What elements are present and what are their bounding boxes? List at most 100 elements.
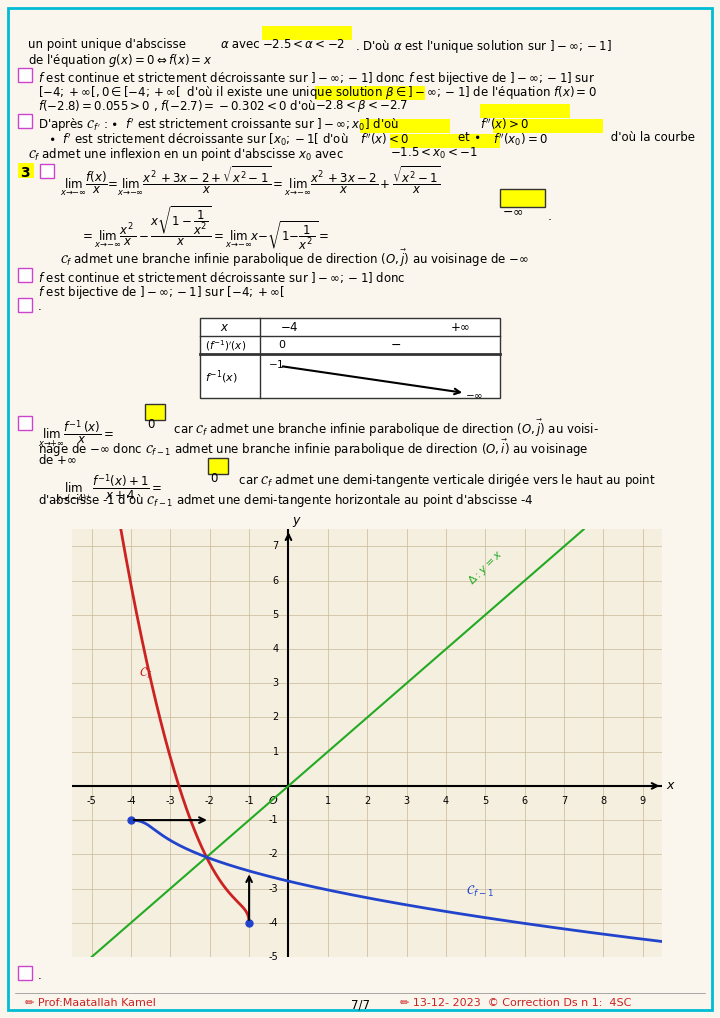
- Text: 4: 4: [443, 796, 449, 806]
- Text: .: .: [38, 969, 42, 982]
- Text: .: .: [38, 300, 42, 313]
- Text: 3: 3: [403, 796, 410, 806]
- Text: un point unique d'abscisse: un point unique d'abscisse: [28, 38, 190, 51]
- Text: $0$: $0$: [278, 338, 287, 350]
- Text: -2: -2: [269, 849, 279, 859]
- Text: $\mathcal{C}_{f-1}$: $\mathcal{C}_{f-1}$: [466, 885, 493, 900]
- Text: 3: 3: [272, 678, 279, 688]
- Bar: [18, 114, 32, 128]
- Bar: [145, 404, 165, 420]
- Bar: [40, 164, 54, 178]
- Text: -4: -4: [126, 796, 136, 806]
- Bar: [18, 68, 32, 82]
- Text: $\bullet$  $f'$ est strictement décroissante sur $[x_0;-1[$ d'où: $\bullet$ $f'$ est strictement décroissa…: [48, 131, 349, 148]
- Text: $-4$: $-4$: [280, 321, 299, 334]
- Text: -2: -2: [205, 796, 215, 806]
- Text: $O$: $O$: [269, 794, 279, 806]
- Text: 1: 1: [325, 796, 331, 806]
- Text: D'après $\mathcal{C}_{f'}$ : $\bullet$  $f'$ est strictement croissante sur $]-\: D'après $\mathcal{C}_{f'}$ : $\bullet$ $…: [38, 116, 400, 133]
- Text: $\Delta : y=x$: $\Delta : y=x$: [466, 546, 507, 587]
- Text: . D'où $\alpha$ est l'unique solution sur $]-\infty;-1]$: . D'où $\alpha$ est l'unique solution su…: [355, 38, 612, 55]
- Text: $f^{-1}(x)$: $f^{-1}(x)$: [205, 367, 238, 386]
- Text: 5: 5: [272, 610, 279, 620]
- Text: nage de $-\infty$ donc $\mathcal{C}_{f-1}$ admet une branche infinie parabolique: nage de $-\infty$ donc $\mathcal{C}_{f-1…: [38, 438, 588, 459]
- Text: car $\mathcal{C}_f$ admet une branche infinie parabolique de direction $(O, \vec: car $\mathcal{C}_f$ admet une branche in…: [170, 418, 599, 439]
- Bar: [493, 119, 603, 133]
- Text: $f(-2.8)=0.055>0$ , $f(-2.7)=-0.302<0$ d'où: $f(-2.8)=0.055>0$ , $f(-2.7)=-0.302<0$ d…: [38, 98, 317, 113]
- Text: d: d: [21, 419, 30, 432]
- Text: $\mathcal{C}_f$: $\mathcal{C}_f$: [139, 666, 153, 681]
- Bar: [480, 104, 570, 118]
- Text: e: e: [21, 969, 29, 982]
- Text: 3: 3: [20, 166, 30, 180]
- Text: 5: 5: [482, 796, 488, 806]
- Text: $-\infty$: $-\infty$: [502, 205, 523, 218]
- Text: -1: -1: [244, 796, 254, 806]
- Text: avec: avec: [228, 38, 264, 51]
- Text: ✏ 13-12- 2023  © Correction Ds n 1:  4SC: ✏ 13-12- 2023 © Correction Ds n 1: 4SC: [400, 998, 631, 1008]
- Bar: [200, 318, 500, 398]
- Text: $f$ est continue et strictement décroissante sur $]-\infty;-1]$ donc: $f$ est continue et strictement décroiss…: [38, 270, 405, 285]
- Text: $-1$: $-1$: [268, 358, 284, 370]
- Text: $\alpha$: $\alpha$: [220, 38, 230, 51]
- Text: 9: 9: [639, 796, 646, 806]
- Bar: [18, 966, 32, 980]
- Text: 6: 6: [272, 575, 279, 585]
- Text: $\mathcal{C}_f$ admet une inflexion en un point d'abscisse $x_0$ avec: $\mathcal{C}_f$ admet une inflexion en u…: [28, 146, 344, 163]
- Text: 8: 8: [600, 796, 606, 806]
- Text: ✏ Prof:Maatallah Kamel: ✏ Prof:Maatallah Kamel: [25, 998, 156, 1008]
- Bar: [315, 86, 425, 100]
- Text: $f''(x_0)=0$: $f''(x_0)=0$: [493, 131, 548, 148]
- Text: 4: 4: [272, 644, 279, 655]
- Text: b: b: [21, 71, 30, 84]
- Bar: [18, 268, 32, 282]
- Text: $\lim_{x \to (-4)^+} \dfrac{f^{-1}(x)+1}{x+4} = $: $\lim_{x \to (-4)^+} \dfrac{f^{-1}(x)+1}…: [55, 472, 162, 506]
- Text: $= \lim_{x \to -\infty} \dfrac{x^2}{x} - \dfrac{x\sqrt{1-\dfrac{1}{x^2}}}{x} = \: $= \lim_{x \to -\infty} \dfrac{x^2}{x} -…: [80, 205, 330, 252]
- Text: de $+\infty$: de $+\infty$: [38, 453, 77, 467]
- Text: -5: -5: [87, 796, 96, 806]
- Bar: [208, 458, 228, 474]
- Text: 2: 2: [272, 713, 279, 723]
- Text: d'abscisse -1 d'où $\mathcal{C}_{f-1}$ admet une demi-tangente horizontale au po: d'abscisse -1 d'où $\mathcal{C}_{f-1}$ a…: [38, 492, 534, 509]
- Text: $f''(x)<0$: $f''(x)<0$: [360, 131, 409, 147]
- Bar: [390, 134, 500, 148]
- Text: $-2.5 < \alpha < -2$: $-2.5 < \alpha < -2$: [262, 38, 346, 51]
- Text: 6: 6: [521, 796, 528, 806]
- Text: 7: 7: [561, 796, 567, 806]
- Text: $(f^{-1})'(x)$: $(f^{-1})'(x)$: [205, 338, 246, 353]
- Text: -3: -3: [269, 884, 279, 894]
- Text: -5: -5: [269, 952, 279, 962]
- Text: car $\mathcal{C}_f$ admet une demi-tangente verticale dirigée vers le haut au po: car $\mathcal{C}_f$ admet une demi-tange…: [235, 472, 656, 489]
- Text: -1: -1: [269, 815, 279, 826]
- Text: $\mathcal{C}_f$ admet une branche infinie parabolique de direction $(O, \vec{j}): $\mathcal{C}_f$ admet une branche infini…: [60, 248, 529, 269]
- Bar: [360, 119, 450, 133]
- Bar: [262, 26, 352, 40]
- Text: $y$: $y$: [292, 515, 302, 529]
- Text: $-1.5<x_0<-1$: $-1.5<x_0<-1$: [390, 146, 478, 161]
- Text: $\lim_{x \to +\infty} \dfrac{f^{-1}(x)}{x} = $: $\lim_{x \to +\infty} \dfrac{f^{-1}(x)}{…: [38, 418, 114, 449]
- Text: $0$: $0$: [147, 418, 156, 431]
- Text: de l'équation $g(x)=0 \Leftrightarrow f(x)=x$: de l'équation $g(x)=0 \Leftrightarrow f(…: [28, 52, 212, 69]
- Text: c: c: [21, 117, 28, 130]
- Text: .: .: [548, 210, 552, 223]
- Text: 1: 1: [272, 746, 279, 756]
- Bar: [500, 189, 545, 207]
- Text: $-2.8<\beta<-2.7$: $-2.8<\beta<-2.7$: [315, 98, 408, 114]
- Text: d'où la courbe: d'où la courbe: [607, 131, 695, 144]
- Text: $, 0 \in [-4;+\infty[$: $, 0 \in [-4;+\infty[$: [95, 84, 181, 99]
- Text: -3: -3: [166, 796, 175, 806]
- Text: $x$: $x$: [666, 780, 676, 792]
- Text: a: a: [43, 166, 51, 179]
- Text: $-\infty$: $-\infty$: [465, 390, 483, 400]
- Text: $-$: $-$: [390, 338, 401, 351]
- Text: d'où il existe une unique solution $\beta \in ]-\infty;-1]$ de l'équation $f(x)=: d'où il existe une unique solution $\bet…: [183, 84, 597, 101]
- Text: $f$ est continue et strictement décroissante sur $]-\infty;-1]$ donc $f$ est bij: $f$ est continue et strictement décroiss…: [38, 70, 595, 87]
- Bar: [208, 458, 228, 474]
- Text: $f''(x)>0$: $f''(x)>0$: [480, 116, 529, 131]
- Text: $0$: $0$: [210, 472, 219, 485]
- Text: $+\infty$: $+\infty$: [450, 321, 470, 334]
- Text: c: c: [21, 301, 28, 314]
- Text: -4: -4: [269, 917, 279, 927]
- Bar: [145, 404, 165, 420]
- Bar: [18, 163, 34, 178]
